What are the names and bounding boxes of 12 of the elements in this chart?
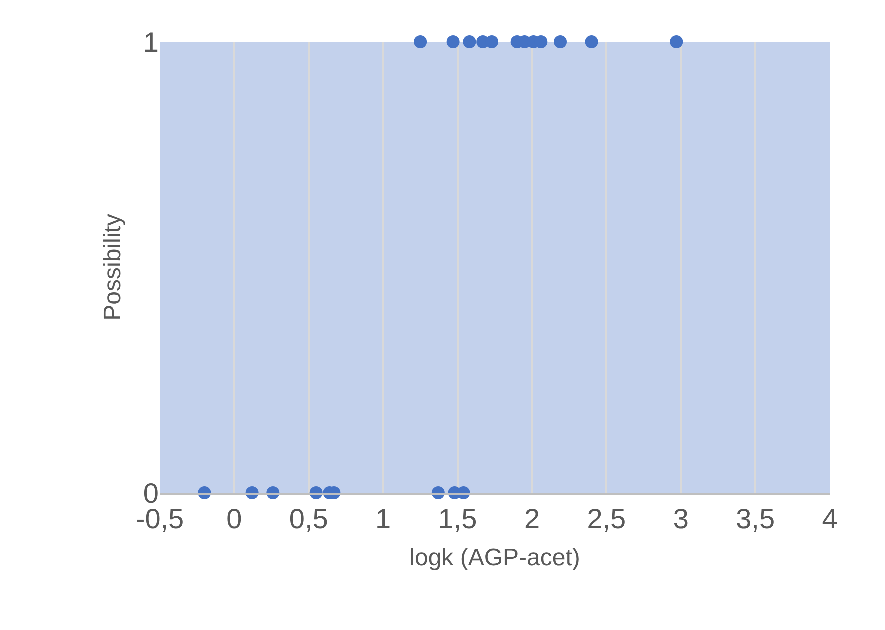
x-tick-label: 4 bbox=[822, 504, 838, 535]
x-tick-label: 3,5 bbox=[736, 504, 776, 535]
x-tick-label: 1 bbox=[376, 504, 392, 535]
x-tick-label: 2 bbox=[524, 504, 540, 535]
x-axis-title: logk (AGP-acet) bbox=[410, 544, 580, 572]
x-tick-label: 2,5 bbox=[587, 504, 626, 535]
x-tick-label: 1,5 bbox=[438, 504, 478, 535]
y-axis-title: Possibility bbox=[100, 214, 127, 321]
x-tick-label: 0,5 bbox=[289, 504, 328, 535]
x-tick-label: 3 bbox=[673, 504, 689, 535]
x-tick-label: -0,5 bbox=[136, 504, 184, 535]
x-tick-label: 0 bbox=[226, 504, 242, 535]
